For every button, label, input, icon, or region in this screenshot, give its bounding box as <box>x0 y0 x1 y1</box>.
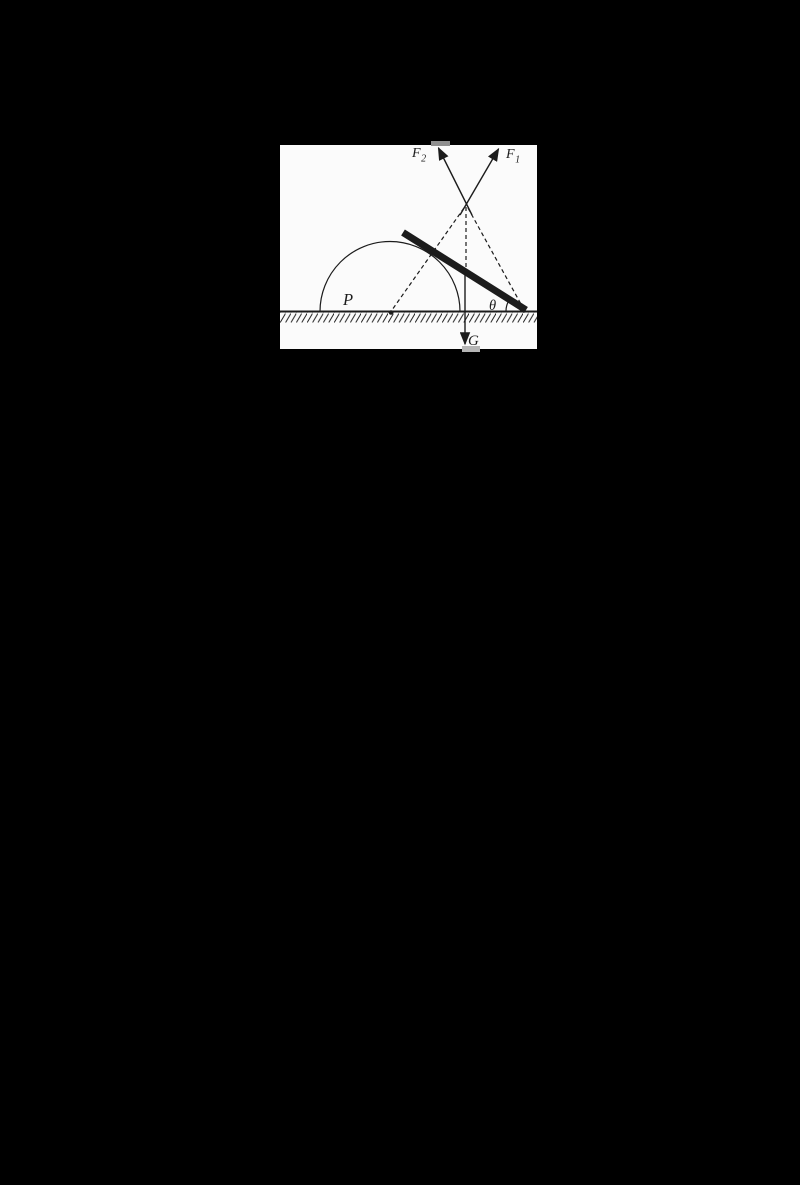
force-f2-label: F2 <box>411 146 426 165</box>
rod <box>401 229 528 313</box>
dome-semicircle <box>319 240 461 312</box>
dome-center-dot <box>388 310 394 315</box>
dome-label: P <box>342 290 353 309</box>
ground-hatching <box>280 312 537 323</box>
weight-label: G <box>468 333 479 349</box>
angle-label: θ <box>489 298 496 314</box>
force-f1-arrow <box>459 147 500 216</box>
action-line-right <box>467 207 523 307</box>
angle-arc <box>505 299 510 312</box>
action-line-left <box>391 207 465 311</box>
figure-panel: F2 F1 P G θ <box>280 145 537 349</box>
scan-artifact-bottom <box>462 346 480 352</box>
physics-diagram-svg: F2 F1 P G θ <box>280 146 537 349</box>
force-f2-arrow <box>437 146 473 216</box>
force-f1-label: F1 <box>505 147 520 166</box>
scan-artifact-top <box>431 141 450 146</box>
